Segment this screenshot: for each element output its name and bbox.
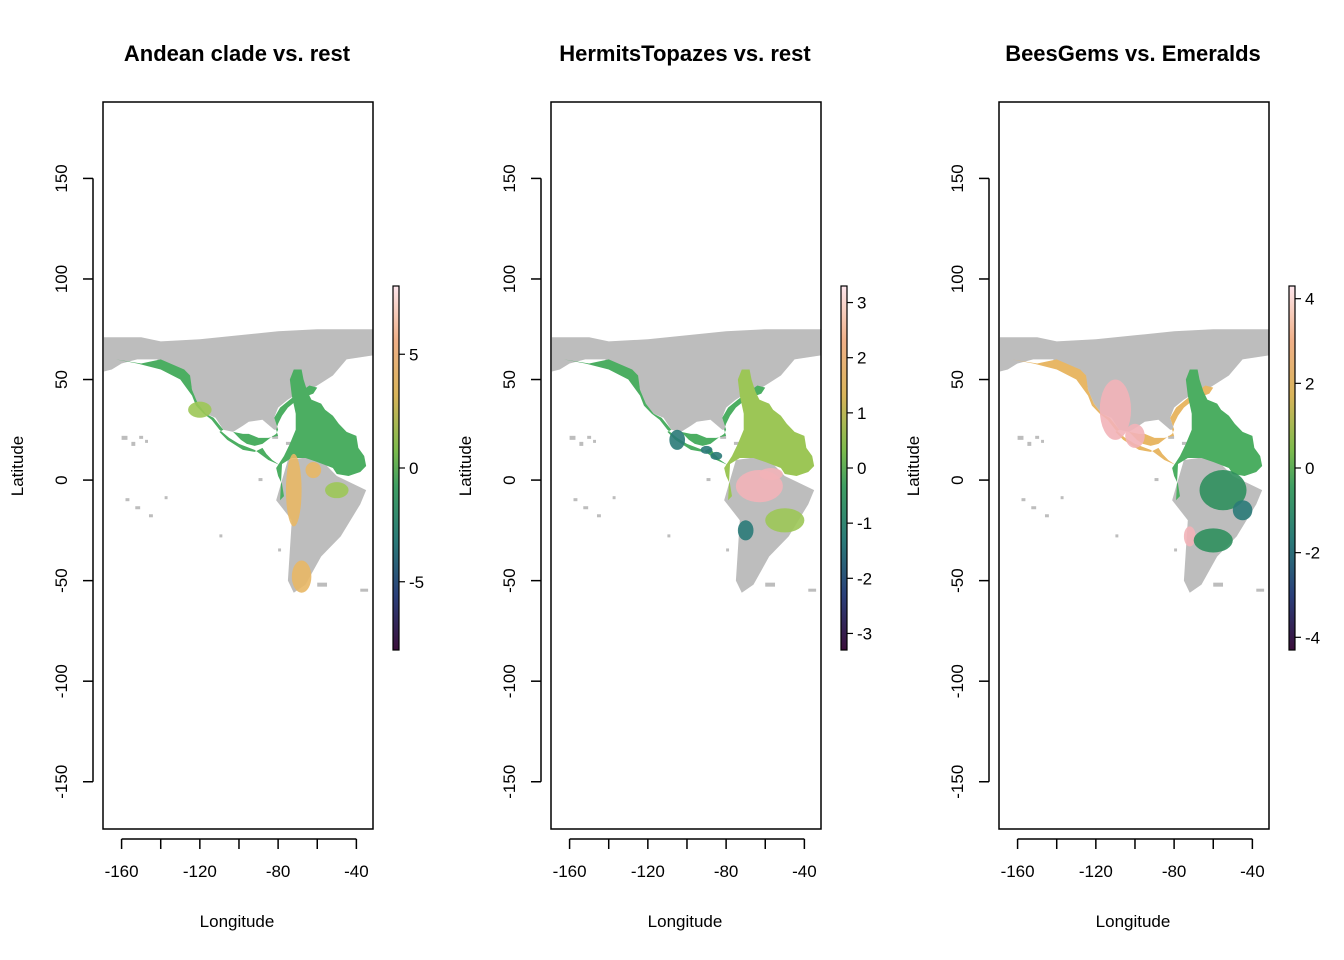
y-tick-label: 150	[948, 164, 967, 192]
color-legend-bar	[840, 285, 848, 651]
y-tick-label: 0	[948, 475, 967, 484]
y-tick-label: -150	[948, 765, 967, 799]
value-patch	[737, 520, 754, 541]
value-patch	[759, 468, 783, 481]
y-tick-label: 50	[52, 370, 71, 389]
y-tick-label: 150	[500, 164, 519, 192]
x-tick-label: -80	[266, 862, 291, 881]
legend-tick-label: 0	[409, 459, 418, 478]
y-tick-label: -50	[52, 568, 71, 593]
x-axis-label: Longitude	[1096, 912, 1171, 931]
x-tick-label: -80	[1162, 862, 1187, 881]
plot-frame	[550, 101, 822, 830]
y-tick-label: 50	[948, 370, 967, 389]
x-tick-label: -120	[631, 862, 665, 881]
y-tick-label: -50	[948, 568, 967, 593]
x-tick-label: -40	[792, 862, 817, 881]
y-axis-label: Latitude	[904, 436, 923, 497]
legend-tick-label: -3	[857, 624, 872, 643]
legend-tick-label: 4	[1305, 290, 1314, 309]
y-axis-label: Latitude	[8, 436, 27, 497]
legend-tick-label: 1	[857, 404, 866, 423]
y-tick-label: 150	[52, 164, 71, 192]
legend-tick-label: -2	[1305, 544, 1320, 563]
legend-tick-label: -2	[857, 569, 872, 588]
y-tick-label: 100	[500, 265, 519, 293]
x-tick-label: -40	[344, 862, 369, 881]
x-axis-label: Longitude	[648, 912, 723, 931]
panel-title: HermitsTopazes vs. rest	[559, 41, 811, 66]
panel-title: Andean clade vs. rest	[124, 41, 351, 66]
x-axis-label: Longitude	[200, 912, 275, 931]
x-tick-label: -160	[105, 862, 139, 881]
legend-tick-label: 2	[857, 349, 866, 368]
color-legend-bar	[1288, 285, 1296, 651]
x-tick-label: -120	[183, 862, 217, 881]
map-panel-2: HermitsTopazes vs. rest-160 -120 -80 -40Lon…	[456, 41, 872, 931]
value-patch	[1125, 423, 1145, 448]
raster-map	[103, 329, 373, 593]
value-patch	[188, 401, 212, 418]
color-legend-bar	[392, 285, 400, 651]
value-patch	[1193, 528, 1233, 553]
panel-title: BeesGems vs. Emeralds	[1005, 41, 1261, 66]
plot-frame	[102, 101, 374, 830]
x-tick-label: -40	[1240, 862, 1265, 881]
y-tick-label: 100	[948, 265, 967, 293]
y-tick-label: -100	[948, 664, 967, 698]
value-patch	[1183, 526, 1196, 547]
value-patch	[700, 445, 713, 454]
legend-tick-label: -4	[1305, 628, 1320, 647]
value-patch	[325, 482, 349, 499]
x-tick-label: -160	[553, 862, 587, 881]
value-patch	[1099, 379, 1132, 440]
plot-frame	[998, 101, 1270, 830]
value-patch	[765, 508, 805, 533]
value-patch	[1199, 470, 1247, 511]
legend-tick-label: 2	[1305, 374, 1314, 393]
raster-map	[551, 329, 821, 593]
legend-tick-label: -5	[409, 573, 424, 592]
raster-map	[999, 329, 1269, 593]
y-tick-label: 100	[52, 265, 71, 293]
map-panel-3: BeesGems vs. Emeralds-160 -120 -80 -40Longi…	[904, 41, 1320, 931]
legend-tick-label: 0	[857, 459, 866, 478]
value-patch	[285, 453, 302, 527]
y-tick-label: -150	[500, 765, 519, 799]
x-tick-label: -120	[1079, 862, 1113, 881]
map-panel-1: Andean clade vs. rest -160 -120 -80 -40 Longi…	[8, 41, 424, 931]
x-tick-label: -160	[1001, 862, 1035, 881]
value-patch	[669, 429, 686, 450]
value-patch	[710, 451, 723, 460]
value-patch	[291, 560, 312, 593]
y-tick-label: 0	[52, 475, 71, 484]
value-patch	[305, 461, 322, 479]
y-tick-label: -100	[500, 664, 519, 698]
legend-tick-label: -1	[857, 514, 872, 533]
legend-tick-label: 3	[857, 294, 866, 313]
y-tick-label: 0	[500, 475, 519, 484]
y-tick-label: 50	[500, 370, 519, 389]
x-tick-label: -80	[714, 862, 739, 881]
value-patch	[1232, 500, 1253, 521]
legend-tick-label: 5	[409, 345, 418, 364]
y-tick-label: -150	[52, 765, 71, 799]
y-axis-label: Latitude	[456, 436, 475, 497]
y-tick-label: -100	[52, 664, 71, 698]
legend-tick-label: 0	[1305, 459, 1314, 478]
y-tick-label: -50	[500, 568, 519, 593]
